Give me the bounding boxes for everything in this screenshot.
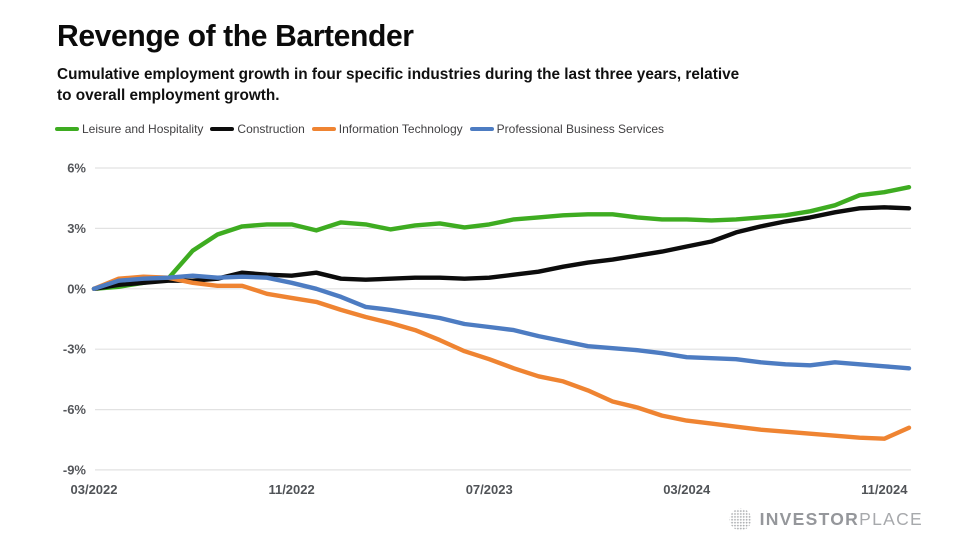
- legend-line-swatch: [210, 126, 235, 132]
- legend-item-construction: Construction: [210, 122, 305, 136]
- legend-label: Information Technology: [338, 122, 463, 136]
- y-tick-label: 3%: [67, 221, 86, 236]
- y-tick-label: -9%: [63, 462, 87, 477]
- x-tick-label: 03/2024: [663, 482, 711, 497]
- legend-line-swatch: [469, 126, 494, 132]
- y-tick-label: 6%: [67, 161, 86, 176]
- x-tick-label: 11/2024: [861, 482, 908, 497]
- x-tick-label: 03/2022: [71, 482, 118, 497]
- legend-label: Professional Business Services: [496, 122, 665, 136]
- legend-item-leisure-and-hospitality: Leisure and Hospitality: [55, 122, 203, 136]
- chart-title: Revenge of the Bartender: [57, 18, 414, 53]
- logo-text-place: PLACE: [859, 509, 923, 529]
- y-tick-label: -6%: [63, 402, 87, 417]
- dotted-globe-icon: [728, 507, 753, 532]
- series-line-professional-business-services: [91, 273, 912, 371]
- subtitle-line-1: Cumulative employment growth in four spe…: [57, 66, 740, 83]
- investorplace-logo: INVESTOR PLACE: [728, 507, 923, 532]
- chart-subtitle: Cumulative employment growth in four spe…: [57, 64, 739, 106]
- series-line-leisure-and-hospitality: [91, 184, 912, 291]
- legend-label: Construction: [237, 122, 305, 136]
- logo-text-investor: INVESTOR: [759, 509, 860, 529]
- legend-item-information-technology: Information Technology: [311, 122, 463, 136]
- x-tick-label: 07/2023: [466, 482, 513, 497]
- y-tick-label: 0%: [67, 281, 86, 296]
- legend-line-swatch: [55, 126, 79, 132]
- legend-line-swatch: [311, 126, 336, 132]
- chart-legend: Leisure and Hospitality Construction Inf…: [55, 122, 671, 136]
- x-tick-label: 11/2022: [268, 482, 314, 497]
- subtitle-line-2: to overall employment growth.: [57, 87, 280, 104]
- legend-label: Leisure and Hospitality: [82, 122, 204, 136]
- legend-item-professional-business-services: Professional Business Services: [469, 122, 665, 136]
- series-line-information-technology: [91, 274, 912, 441]
- y-tick-label: -3%: [63, 342, 87, 357]
